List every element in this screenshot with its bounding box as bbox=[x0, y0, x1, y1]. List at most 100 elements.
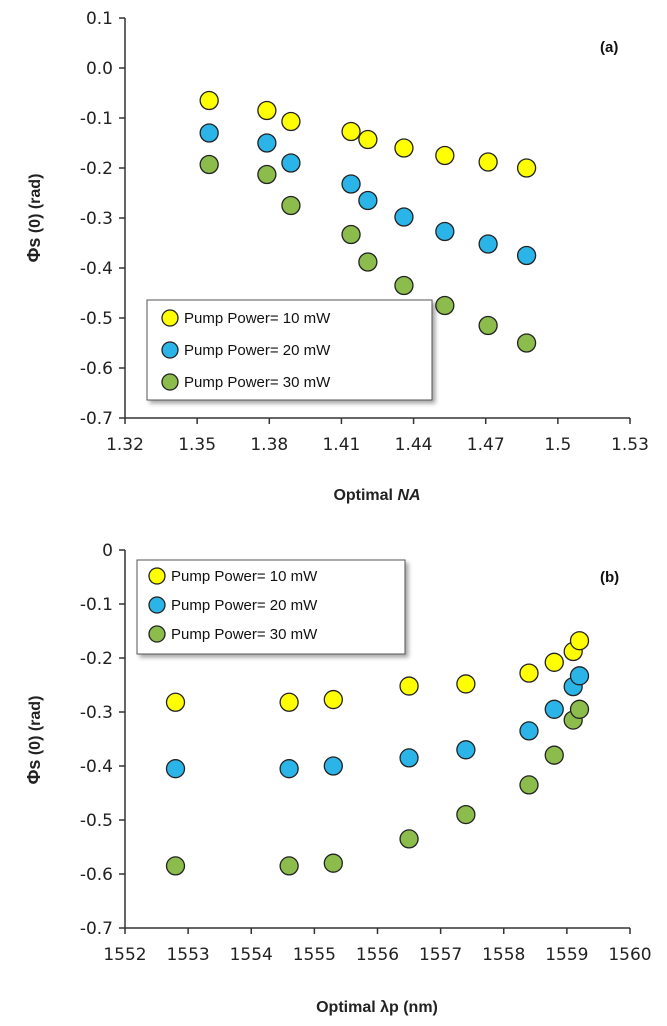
data-point bbox=[341, 224, 361, 245]
legend-marker bbox=[148, 625, 166, 643]
data-point bbox=[358, 190, 378, 211]
data-point bbox=[516, 245, 537, 266]
data-point bbox=[279, 759, 299, 779]
data-point bbox=[399, 829, 419, 849]
data-point bbox=[399, 748, 419, 768]
y-tick-label: -0.6 bbox=[80, 359, 113, 379]
x-tick-label: 1553 bbox=[166, 945, 209, 965]
data-point bbox=[165, 692, 186, 712]
x-axis-title-a: Optimal NA bbox=[333, 487, 420, 504]
data-point bbox=[516, 333, 537, 353]
x-tick-label: 1558 bbox=[482, 945, 525, 965]
data-point bbox=[478, 152, 498, 172]
x-tick-label: 1.5 bbox=[544, 435, 571, 455]
x-tick-label: 1.41 bbox=[322, 435, 360, 455]
legend-b: Pump Power= 10 mW Pump Power= 20 mW Pump P… bbox=[136, 559, 406, 655]
legend-marker bbox=[148, 596, 166, 614]
chart-a: 0.1 0.0 -0.1 -0.2 -0.3 -0.4 -0.5 -0.6 -0.7 1.32 1… bbox=[24, 9, 649, 504]
x-tick-label: 1554 bbox=[230, 945, 273, 965]
legend-label: Pump Power= 10 mW bbox=[171, 568, 318, 585]
data-point bbox=[435, 295, 455, 316]
data-point bbox=[279, 856, 299, 876]
data-point bbox=[569, 699, 590, 719]
data-point bbox=[399, 676, 419, 696]
data-point bbox=[456, 740, 476, 760]
x-tick-label: 1.47 bbox=[467, 435, 505, 455]
data-point bbox=[544, 699, 564, 719]
y-axis-title-a: Φs (0) (rad) bbox=[24, 174, 44, 263]
data-point bbox=[478, 234, 498, 254]
data-point bbox=[394, 138, 414, 158]
legend-box-a bbox=[146, 299, 433, 401]
data-point bbox=[394, 207, 414, 227]
data-point bbox=[519, 721, 539, 741]
legend-label: Pump Power= 30 mW bbox=[184, 374, 331, 391]
data-point bbox=[199, 90, 219, 111]
y-tick-label: -0.7 bbox=[80, 919, 113, 939]
legend-label: Pump Power= 10 mW bbox=[184, 310, 331, 327]
data-point bbox=[519, 663, 539, 683]
y-tick-label: -0.6 bbox=[80, 865, 113, 885]
data-point bbox=[435, 221, 455, 242]
legend-label: Pump Power= 30 mW bbox=[171, 626, 318, 643]
data-point bbox=[544, 745, 564, 765]
legend-marker bbox=[161, 341, 179, 359]
data-point bbox=[519, 775, 539, 795]
x-tick-label: 1.44 bbox=[395, 435, 433, 455]
data-point bbox=[257, 133, 277, 153]
x-tick-label: 1.32 bbox=[106, 435, 144, 455]
data-point bbox=[435, 145, 455, 166]
panel-label-a: (a) bbox=[600, 39, 618, 56]
data-point bbox=[281, 195, 301, 216]
data-point bbox=[358, 252, 378, 272]
x-tick-label: 1560 bbox=[608, 945, 651, 965]
y-tick-label: -0.4 bbox=[80, 757, 113, 777]
data-point bbox=[478, 315, 498, 336]
y-tick-label: 0.1 bbox=[86, 9, 113, 29]
data-point bbox=[279, 692, 299, 712]
data-point bbox=[341, 121, 361, 142]
y-tick-label: -0.3 bbox=[80, 209, 113, 229]
data-point bbox=[257, 164, 277, 185]
chart-b: 0 -0.1 -0.2 -0.3 -0.4 -0.5 -0.6 -0.7 1552 1553 15… bbox=[24, 541, 652, 1016]
y-tick-label: -0.5 bbox=[80, 811, 113, 831]
x-tick-label: 1555 bbox=[293, 945, 336, 965]
x-tick-label: 1.35 bbox=[178, 435, 216, 455]
legend-box-b bbox=[136, 559, 406, 655]
x-tick-label: 1557 bbox=[419, 945, 462, 965]
data-point bbox=[323, 689, 343, 710]
data-point bbox=[516, 158, 537, 178]
legend-marker bbox=[161, 309, 179, 327]
data-point bbox=[281, 111, 301, 132]
y-tick-label: 0.0 bbox=[86, 59, 113, 79]
data-point bbox=[165, 759, 186, 779]
legend-marker bbox=[161, 373, 179, 391]
y-tick-label: -0.7 bbox=[80, 409, 113, 429]
y-tick-label: -0.1 bbox=[80, 109, 113, 129]
x-tick-label: 1559 bbox=[545, 945, 588, 965]
y-axis-title-b: Φs (0) (rad) bbox=[24, 696, 44, 785]
panel-label-b: (b) bbox=[600, 569, 619, 586]
x-tick-label: 1.53 bbox=[611, 435, 649, 455]
data-point bbox=[569, 666, 590, 686]
data-point bbox=[569, 631, 590, 651]
x-tick-label: 1552 bbox=[103, 945, 146, 965]
data-point bbox=[165, 856, 186, 876]
data-point bbox=[544, 652, 564, 672]
data-point bbox=[323, 853, 343, 873]
x-tick-label: 1.38 bbox=[250, 435, 288, 455]
y-tick-label: -0.3 bbox=[80, 703, 113, 723]
data-point bbox=[341, 174, 361, 194]
y-tick-label: 0 bbox=[102, 541, 113, 561]
legend-marker bbox=[148, 567, 166, 585]
data-point bbox=[323, 756, 343, 776]
data-point bbox=[199, 123, 219, 143]
legend-a: Pump Power= 10 mW Pump Power= 20 mW Pump P… bbox=[146, 299, 433, 401]
data-point bbox=[456, 674, 476, 694]
data-point bbox=[358, 129, 378, 150]
data-point bbox=[281, 153, 301, 173]
data-point bbox=[456, 804, 476, 825]
legend-label: Pump Power= 20 mW bbox=[184, 342, 331, 359]
y-tick-label: -0.4 bbox=[80, 259, 113, 279]
